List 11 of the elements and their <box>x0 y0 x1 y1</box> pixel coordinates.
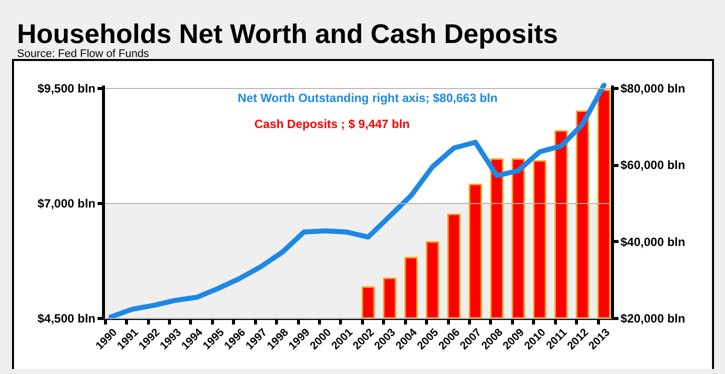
text: Cash Deposits ; $ 9,447 bln <box>254 117 410 131</box>
text: Net Worth Outstanding right axis; $80,663 bln <box>238 91 498 105</box>
y-tick-label: $9,500 bln <box>37 81 96 96</box>
y2-tick-label: $20,000 bln <box>620 312 686 326</box>
y-tick-label: $7,000 bln <box>37 196 96 210</box>
y2-tick-label: $40,000 bln <box>620 234 686 249</box>
y2-tick-label: $60,000 bln <box>620 158 686 172</box>
y2-tick-label: $80,000 bln <box>620 81 686 96</box>
y-tick-label: $4,500 bln <box>37 312 96 326</box>
chart-title: Households Net Worth and Cash Deposits <box>17 19 558 49</box>
chart-subtitle: Source: Fed Flow of Funds <box>17 48 150 60</box>
